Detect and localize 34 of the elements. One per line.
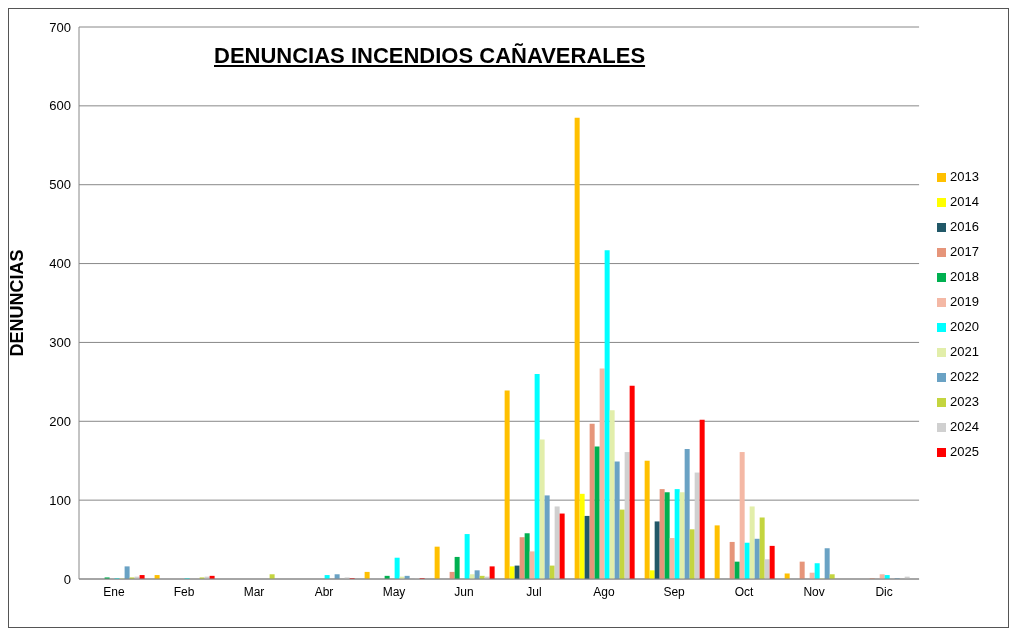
y-tick-label: 600 bbox=[49, 98, 71, 114]
legend-label: 2025 bbox=[950, 444, 979, 459]
x-tick-label: Oct bbox=[734, 584, 755, 599]
x-tick-label: Ago bbox=[593, 584, 616, 599]
legend-label: 2013 bbox=[950, 169, 979, 184]
legend-label: 2023 bbox=[950, 394, 979, 409]
legend-label: 2017 bbox=[950, 244, 979, 259]
legend-label: 2018 bbox=[950, 269, 979, 284]
x-tick-label: Sep bbox=[663, 584, 686, 599]
y-tick-label: 700 bbox=[49, 19, 71, 35]
y-tick-label: 200 bbox=[49, 413, 71, 429]
y-tick-label: 400 bbox=[49, 256, 71, 272]
legend-label: 2024 bbox=[950, 419, 979, 434]
y-tick-label: 100 bbox=[49, 492, 71, 508]
x-tick-label: Jul bbox=[526, 584, 542, 599]
x-tick-label: Nov bbox=[803, 584, 825, 599]
x-tick-label: Jun bbox=[454, 584, 474, 599]
legend-label: 2014 bbox=[950, 194, 979, 209]
x-tick-label: Feb bbox=[173, 584, 195, 599]
text: DENUNCIAS INCENDIOS CAÑAVERALES bbox=[214, 43, 646, 69]
y-tick-label: 0 bbox=[63, 571, 71, 587]
legend-label: 2020 bbox=[950, 319, 979, 334]
y-tick-label: 300 bbox=[49, 335, 71, 351]
legend-label: 2022 bbox=[950, 369, 979, 384]
legend-label: 2021 bbox=[950, 344, 979, 359]
x-tick-label: Abr bbox=[314, 584, 334, 599]
x-tick-label: May bbox=[382, 584, 406, 599]
legend-label: 2019 bbox=[950, 294, 979, 309]
x-tick-label: Dic bbox=[875, 584, 893, 599]
legend-label: 2016 bbox=[950, 219, 979, 234]
x-tick-label: Mar bbox=[243, 584, 265, 599]
y-tick-label: 500 bbox=[49, 177, 71, 193]
x-tick-label: Ene bbox=[103, 584, 125, 599]
y-axis-title: DENUNCIAS bbox=[7, 249, 28, 357]
